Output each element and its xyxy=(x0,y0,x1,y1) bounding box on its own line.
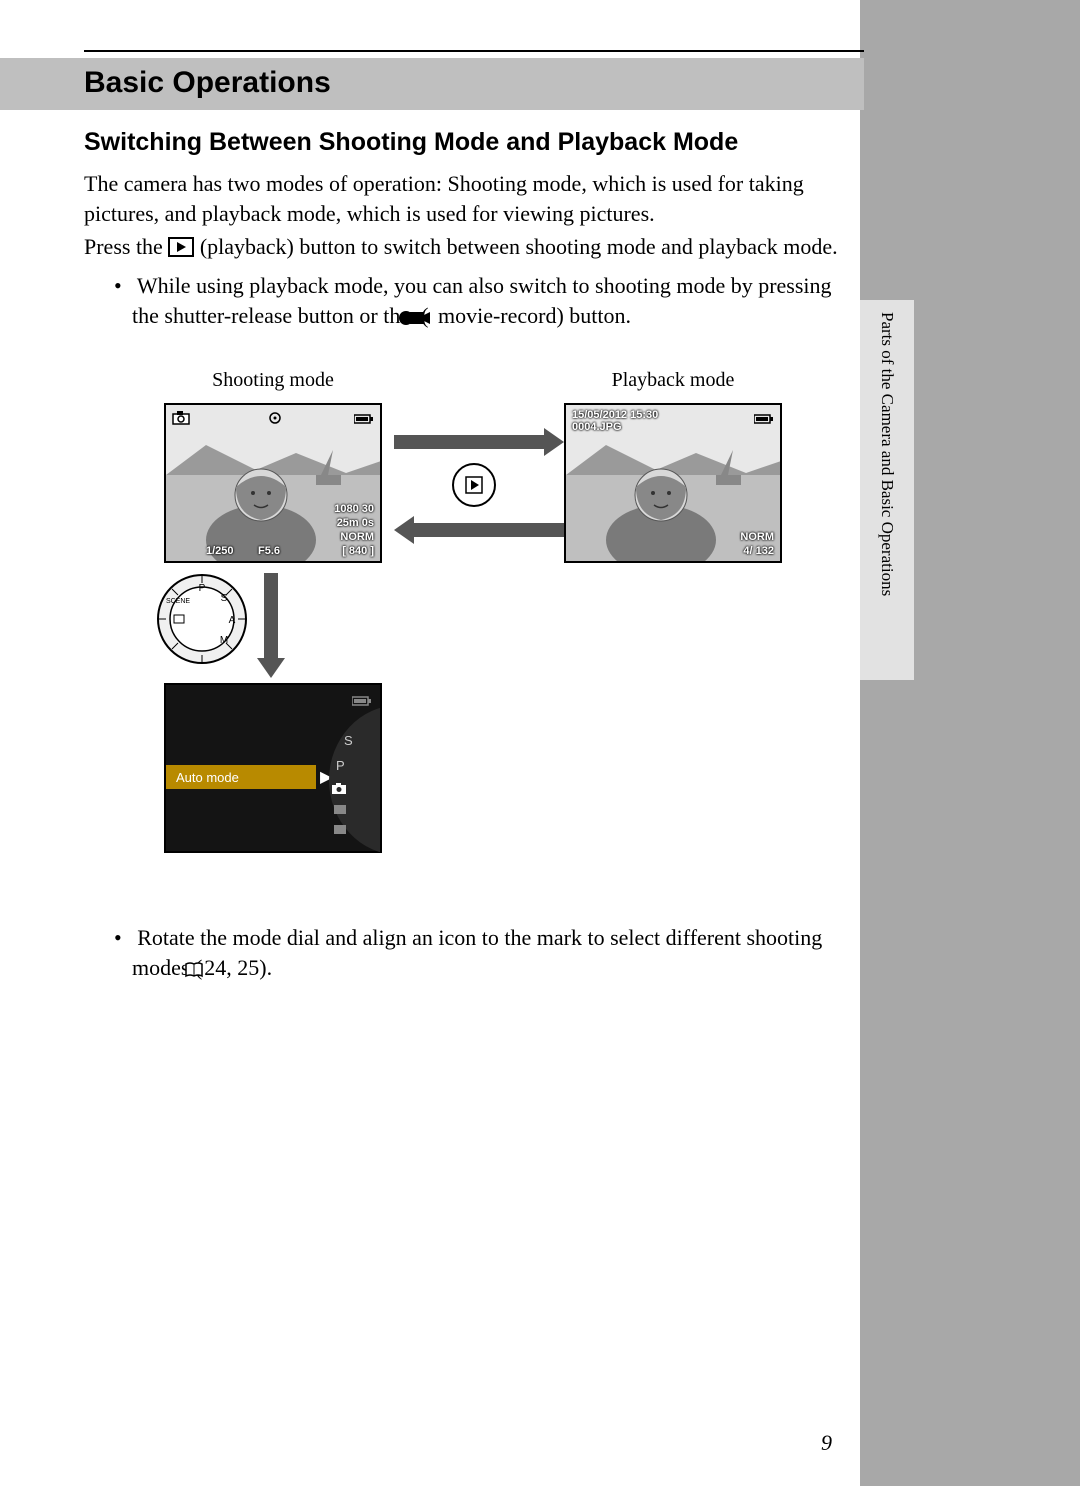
menu-screen: Auto mode ▶ S P xyxy=(164,683,382,853)
shooting-screen: 1/250 F5.6 [ 840 ] NORM 25m 0s 1080 30 xyxy=(164,403,382,563)
bullet2-b: 24, 25). xyxy=(204,955,272,980)
bullet1-c: movie-record) button. xyxy=(432,303,631,328)
battery-icon xyxy=(754,411,774,429)
menu-auto-mode-row: Auto mode xyxy=(166,765,316,789)
svg-text:M: M xyxy=(220,635,228,646)
title-rule xyxy=(84,50,864,52)
bullet-1: While using playback mode, you can also … xyxy=(104,271,840,333)
osd-filename: 0004.JPG xyxy=(572,421,622,433)
para2-a: Press the xyxy=(84,234,168,259)
arrow-right xyxy=(394,435,544,449)
battery-icon xyxy=(354,411,374,429)
svg-text:P: P xyxy=(336,758,345,773)
arrow-left xyxy=(414,523,564,537)
side-tab: Parts of the Camera and Basic Operations xyxy=(860,300,914,680)
playback-screen: 15/05/2012 15:30 0004.JPG NORM 4/ 132 xyxy=(564,403,782,563)
svg-text:S: S xyxy=(221,593,228,604)
auto-mode-label: Auto mode xyxy=(176,770,239,785)
svg-text:A: A xyxy=(229,615,236,626)
osd-norm: NORM xyxy=(340,531,374,543)
page-title: Basic Operations xyxy=(84,66,864,100)
side-tab-label: Parts of the Camera and Basic Operations xyxy=(877,312,897,596)
svg-text:S: S xyxy=(344,733,353,748)
menu-dial-arc: S P xyxy=(324,705,380,855)
page-number: 9 xyxy=(821,1430,832,1456)
osd-video: 1080 30 xyxy=(334,503,374,515)
arrow-down xyxy=(264,573,278,658)
osd-rectime: 25m 0s xyxy=(337,517,374,529)
playback-button-icon xyxy=(452,463,496,507)
camera-icon xyxy=(172,411,190,430)
svg-text:SCENE: SCENE xyxy=(166,598,190,605)
bullet-list-1: While using playback mode, you can also … xyxy=(84,271,840,333)
svg-text:P: P xyxy=(199,583,206,594)
osd-count: [ 840 ] xyxy=(342,545,374,557)
mode-dial: P S A M SCENE xyxy=(156,573,248,665)
manual-page: Basic Operations Switching Between Shoot… xyxy=(0,0,860,1486)
section-subtitle: Switching Between Shooting Mode and Play… xyxy=(84,128,840,157)
bullet-list-2: Rotate the mode dial and align an icon t… xyxy=(84,923,840,985)
osd-datetime: 15/05/2012 15:30 xyxy=(572,409,658,421)
af-target-icon xyxy=(268,411,282,430)
playback-icon xyxy=(168,235,194,265)
shooting-mode-label: Shooting mode xyxy=(164,369,382,392)
playback-mode-label: Playback mode xyxy=(564,369,782,392)
osd-counter: 4/ 132 xyxy=(743,545,774,557)
osd-shutter: 1/250 xyxy=(206,545,234,557)
title-bar: Basic Operations xyxy=(0,58,864,110)
para2-b: (playback) button to switch between shoo… xyxy=(200,234,838,259)
osd-norm2: NORM xyxy=(740,531,774,543)
bullet-2: Rotate the mode dial and align an icon t… xyxy=(104,923,840,985)
content-area: Switching Between Shooting Mode and Play… xyxy=(0,110,860,986)
mode-diagram: Shooting mode Playback mode xyxy=(84,363,840,903)
osd-aperture: F5.6 xyxy=(258,545,280,557)
paragraph-2: Press the (playback) button to switch be… xyxy=(84,232,840,265)
paragraph-1: The camera has two modes of operation: S… xyxy=(84,169,840,228)
